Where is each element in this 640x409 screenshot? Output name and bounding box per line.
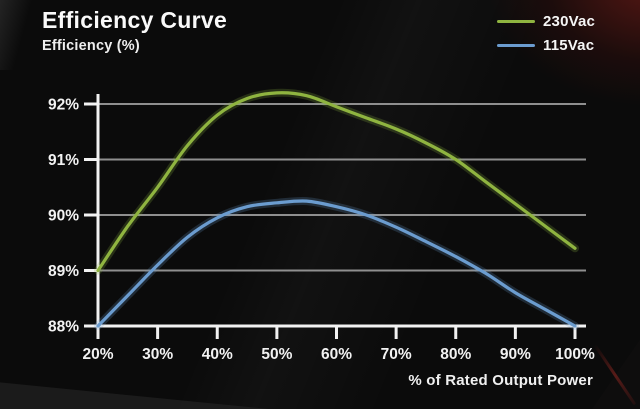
y-tick-label-91%: 91%: [48, 152, 79, 169]
legend-item-115vac: 115Vac: [497, 37, 595, 54]
legend-label: 230Vac: [543, 13, 596, 30]
x-tick-label-90%: 90%: [500, 346, 531, 363]
page-title: Efficiency Curve: [42, 7, 228, 33]
x-tick-label-100%: 100%: [555, 346, 595, 363]
x-axis-title: % of Rated Output Power: [408, 372, 593, 389]
x-tick-label-30%: 30%: [142, 346, 173, 363]
legend-line-swatch: [497, 43, 535, 48]
x-tick-label-40%: 40%: [202, 346, 233, 363]
x-tick-label-80%: 80%: [440, 346, 471, 363]
y-tick-label-90%: 90%: [48, 208, 79, 225]
series-line-115vac: [96, 199, 577, 328]
series-glow-230vac: [94, 88, 579, 275]
x-tick-label-50%: 50%: [261, 346, 292, 363]
series-glow-115vac: [94, 196, 579, 330]
legend-item-230vac: 230Vac: [497, 13, 595, 30]
legend-label: 115Vac: [543, 37, 595, 54]
x-tick-label-20%: 20%: [82, 346, 113, 363]
y-axis-title: Efficiency (%): [42, 38, 140, 54]
x-tick-label-70%: 70%: [381, 346, 412, 363]
y-tick-label-89%: 89%: [48, 263, 79, 280]
series-line-230vac: [96, 91, 577, 273]
x-tick-label-60%: 60%: [321, 346, 352, 363]
legend-line-swatch: [497, 19, 535, 24]
y-tick-label-92%: 92%: [48, 97, 79, 114]
y-tick-label-88%: 88%: [48, 319, 79, 336]
chart-legend: 230Vac 115Vac: [497, 13, 595, 54]
